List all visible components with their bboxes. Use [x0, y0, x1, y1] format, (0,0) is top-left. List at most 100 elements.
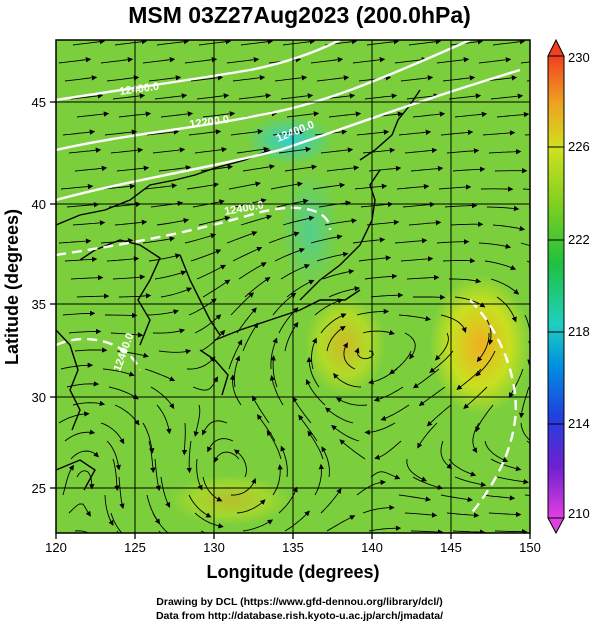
streamline — [152, 328, 186, 334]
streamline — [452, 166, 486, 172]
streamline — [100, 57, 134, 64]
y-tick-label: 40 — [32, 197, 46, 212]
streamline — [494, 528, 528, 533]
streamline — [144, 183, 178, 190]
streamline — [62, 310, 96, 317]
streamline — [200, 164, 234, 172]
streamline — [314, 463, 325, 496]
streamline — [417, 422, 438, 449]
streamline — [320, 487, 342, 514]
streamline — [370, 471, 401, 480]
streamline — [118, 476, 125, 510]
streamline — [106, 75, 140, 82]
streamline — [148, 75, 182, 82]
streamline — [440, 129, 474, 136]
streamline — [318, 200, 352, 208]
streamline — [316, 75, 350, 82]
streamline — [116, 165, 150, 172]
streamline — [184, 57, 218, 64]
streamline — [238, 93, 272, 100]
streamline — [354, 347, 374, 360]
streamline — [450, 40, 484, 46]
streamline — [418, 386, 446, 407]
streamline — [156, 404, 172, 435]
streamline — [404, 332, 416, 360]
contour-label: 12200.0 — [189, 114, 230, 131]
streamline — [252, 395, 270, 424]
streamline — [406, 458, 428, 482]
streamline — [442, 75, 476, 82]
streamline — [284, 164, 318, 172]
streamline — [76, 293, 110, 299]
streamline — [196, 93, 230, 100]
streamline — [280, 445, 288, 478]
streamline — [186, 440, 192, 474]
streamline — [490, 93, 524, 100]
y-axis-label: Latitude (degrees) — [2, 209, 22, 365]
streamline — [358, 75, 392, 82]
streamline — [62, 464, 74, 496]
streamline — [368, 525, 402, 532]
streamline — [342, 342, 356, 370]
streamline — [368, 165, 402, 172]
x-tick-label: 135 — [282, 540, 304, 555]
y-tick-label: 25 — [32, 481, 46, 496]
page-title: MSM 03Z27Aug2023 (200.0hPa) — [128, 2, 471, 28]
streamline — [438, 184, 472, 190]
streamline — [278, 146, 312, 154]
axis-ticks — [50, 101, 531, 539]
streamline — [522, 188, 530, 190]
streamline — [196, 264, 227, 280]
streamline — [475, 350, 496, 377]
streamline — [201, 420, 228, 436]
streamline — [322, 268, 355, 280]
streamline — [142, 422, 155, 454]
streamline — [148, 253, 181, 262]
streamline — [476, 333, 490, 363]
streamline — [74, 347, 108, 353]
streamline — [278, 486, 298, 514]
streamline — [284, 510, 310, 532]
streamline — [142, 236, 175, 244]
streamline — [106, 440, 122, 471]
streamline — [229, 374, 242, 406]
streamline — [535, 405, 545, 434]
streamline — [74, 165, 108, 172]
streamline — [400, 75, 434, 82]
streamline — [446, 148, 480, 154]
streamline — [74, 530, 90, 533]
streamline — [104, 494, 114, 526]
streamline — [181, 422, 188, 456]
streamline — [232, 75, 266, 82]
streamline — [190, 75, 224, 82]
streamline — [108, 386, 139, 400]
streamline — [406, 93, 440, 100]
y-tick-label: 45 — [32, 95, 46, 110]
streamline — [72, 400, 106, 407]
streamline — [58, 238, 92, 244]
streamline — [520, 422, 530, 441]
streamline — [368, 368, 398, 385]
streamline — [324, 218, 357, 226]
streamline — [444, 202, 478, 209]
streamline — [112, 458, 120, 491]
streamline — [198, 40, 232, 46]
streamline — [114, 40, 148, 46]
streamline — [352, 237, 386, 244]
streamline — [400, 256, 434, 262]
streamline — [478, 57, 512, 64]
streamline — [486, 205, 520, 212]
streamline — [364, 273, 398, 280]
streamline — [76, 470, 95, 490]
streamline — [207, 438, 234, 453]
streamline — [412, 111, 446, 118]
streamline — [456, 368, 482, 390]
streamline — [478, 242, 512, 249]
streamline — [256, 414, 276, 442]
streamline — [228, 339, 243, 370]
streamline — [238, 262, 267, 280]
streamline — [496, 296, 517, 323]
streamline — [356, 479, 386, 496]
streamline — [242, 164, 275, 172]
